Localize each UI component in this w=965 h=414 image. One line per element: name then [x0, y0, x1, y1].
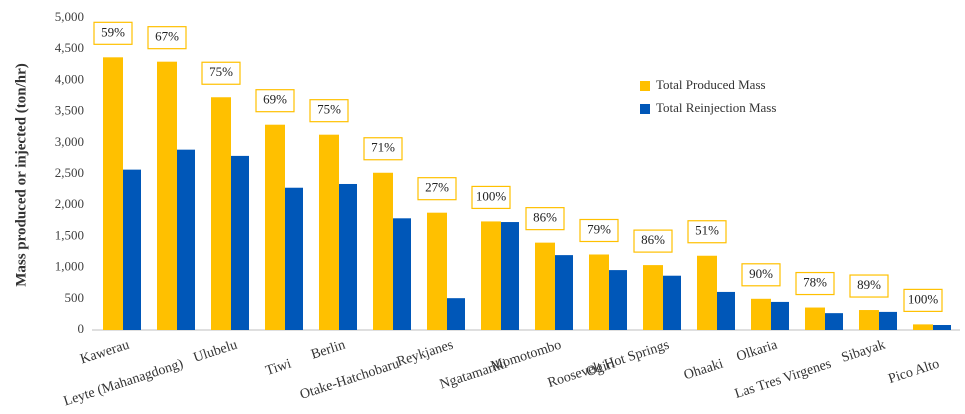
x-tick-label: Berlin — [309, 338, 347, 363]
annotation: 86% — [533, 210, 557, 225]
annotation: 59% — [101, 24, 125, 39]
annotation-box — [903, 288, 943, 312]
x-tick-label: Tiwi — [264, 357, 293, 379]
bar — [663, 275, 681, 330]
bar — [481, 221, 501, 330]
annotation-box — [687, 220, 727, 244]
annotation-box — [471, 185, 511, 210]
bar — [589, 254, 609, 330]
bar — [609, 270, 627, 330]
annotation-box — [363, 137, 403, 161]
annotation-box — [795, 271, 835, 296]
bar — [825, 313, 843, 330]
bar — [879, 311, 897, 330]
legend-label: Total Reinjection Mass — [656, 100, 776, 115]
y-tick-label: 1,000 — [55, 259, 84, 274]
bar — [373, 172, 393, 330]
x-tick-label: Kawerau — [79, 338, 132, 368]
y-tick-label: 4,000 — [55, 71, 84, 86]
x-tick-label: Otake-Hatchobaru — [298, 357, 401, 403]
bar — [211, 97, 231, 330]
bar — [535, 242, 555, 330]
annotation: 71% — [371, 140, 395, 155]
x-tick-label: Ulubelu — [192, 338, 240, 366]
x-tick-label: Roosevelt Hot Springs — [546, 338, 671, 391]
bar — [933, 325, 951, 330]
annotation-box — [741, 263, 781, 287]
annotation: 67% — [155, 29, 179, 44]
annotation: 75% — [209, 64, 233, 79]
bar — [501, 222, 519, 330]
bar — [265, 124, 285, 330]
annotation: 78% — [803, 275, 827, 290]
bar — [339, 183, 357, 330]
annotation-box — [633, 229, 673, 253]
bar — [285, 187, 303, 330]
x-tick-label: Pico Alto — [887, 357, 942, 387]
annotation: 75% — [317, 102, 341, 117]
annotation-box — [525, 207, 565, 231]
bar — [319, 134, 339, 330]
bar — [231, 155, 249, 330]
y-tick-label: 3,000 — [55, 134, 84, 149]
bar — [123, 169, 141, 330]
bar — [805, 307, 825, 330]
annotation: 27% — [425, 180, 449, 195]
y-tick-label: 1,500 — [55, 227, 84, 242]
bar — [859, 310, 879, 330]
annotation: 100% — [476, 188, 507, 203]
x-tick-label: Olkaria — [735, 337, 780, 364]
annotation: 69% — [263, 92, 287, 107]
bar — [393, 218, 411, 330]
bar — [447, 298, 465, 330]
y-tick-label: 0 — [78, 321, 85, 336]
x-tick-label: Sibayak — [840, 338, 888, 366]
annotation-box — [93, 21, 133, 45]
bar — [913, 324, 933, 330]
legend-label: Total Produced Mass — [656, 77, 766, 92]
x-tick-label: Leyte (Mahanagdong) — [62, 356, 186, 409]
x-tick-label: Momotombo — [489, 338, 563, 375]
annotation: 79% — [587, 221, 611, 236]
bar — [103, 57, 123, 330]
x-tick-label: Ohaaki — [682, 357, 725, 384]
annotation-box — [147, 26, 187, 50]
legend-swatch — [640, 104, 650, 114]
y-axis-title: Mass produced or injected (ton/hr) — [13, 63, 29, 287]
bar — [717, 291, 735, 330]
bar — [771, 301, 789, 330]
annotation: 90% — [749, 266, 773, 281]
annotation: 100% — [908, 291, 939, 306]
bar — [555, 255, 573, 330]
bar — [427, 212, 447, 330]
annotation-box — [417, 177, 457, 201]
y-tick-label: 2,500 — [55, 165, 84, 180]
bar — [157, 61, 177, 331]
annotation: 51% — [695, 223, 719, 238]
bar — [177, 149, 195, 330]
annotation-box — [579, 218, 619, 243]
annotation-box — [255, 89, 295, 113]
x-tick-label: Las Tres Virgenes — [733, 357, 833, 402]
annotation: 89% — [857, 277, 881, 292]
y-tick-label: 2,000 — [55, 196, 84, 211]
y-tick-label: 4,500 — [55, 40, 84, 55]
y-tick-label: 5,000 — [55, 9, 84, 24]
annotation-box — [201, 61, 241, 85]
bar — [697, 255, 717, 330]
annotation-box — [309, 99, 349, 123]
bar — [643, 265, 663, 330]
y-tick-label: 3,500 — [55, 103, 84, 118]
bar — [751, 298, 771, 330]
annotation: 86% — [641, 232, 665, 247]
annotation-box — [849, 274, 889, 298]
x-tick-label: Reykjanes — [395, 338, 455, 370]
y-tick-label: 500 — [65, 290, 85, 305]
legend-swatch — [640, 81, 650, 91]
